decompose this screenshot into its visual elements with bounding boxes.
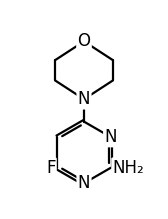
Text: O: O [77, 32, 91, 50]
Text: N: N [78, 174, 90, 192]
Text: N: N [78, 90, 90, 108]
Text: F: F [46, 159, 55, 177]
Text: N: N [104, 128, 117, 146]
Text: NH₂: NH₂ [113, 159, 144, 177]
